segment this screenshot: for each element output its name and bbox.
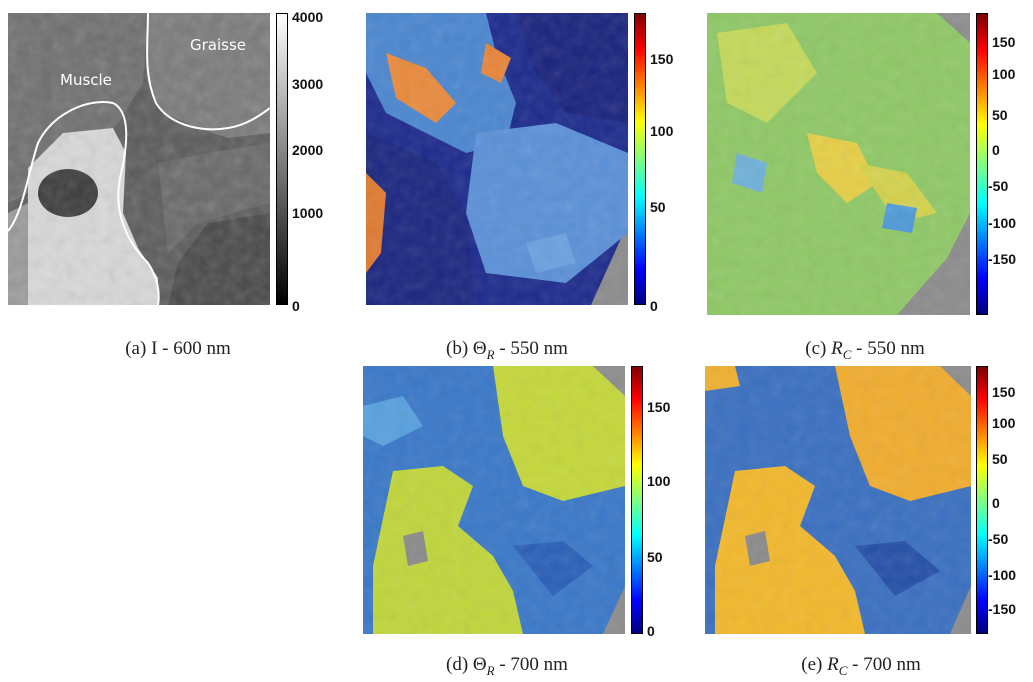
colorbar-e-tick-50: 50 [992, 451, 1008, 467]
colorbar-c-tick-neg50: -50 [988, 178, 1009, 194]
colorbar-c-tick-neg100: -100 [988, 215, 1017, 231]
colorbar-a-tick-3000: 3000 [292, 76, 324, 92]
muscle-label: Muscle [60, 71, 112, 89]
r-c-700-map [705, 366, 971, 634]
colorbar-d-tick-50: 50 [647, 549, 663, 565]
colorbar-d-tick-100: 100 [647, 473, 671, 489]
muscle-boundary [8, 101, 160, 305]
colorbar-c [976, 13, 988, 315]
r-c-550-map [707, 13, 970, 315]
colorbar-e [976, 366, 988, 634]
caption-c: (c) RC - 550 nm [805, 338, 925, 362]
colorbar-b-tick-50: 50 [650, 199, 666, 215]
colorbar-e-tick-0: 0 [992, 495, 1000, 511]
colorbar-c-tick-100: 100 [992, 66, 1016, 82]
colorbar-e-tick-150: 150 [992, 384, 1016, 400]
colorbar-e-tick-neg150: -150 [988, 601, 1017, 617]
colorbar-d-tick-150: 150 [647, 399, 671, 415]
colorbar-a-tick-0: 0 [292, 298, 300, 314]
colorbar-b [634, 13, 646, 305]
colorbar-a-tick-1000: 1000 [292, 205, 324, 221]
theta-r-700-map [363, 366, 625, 634]
colorbar-c-tick-150: 150 [992, 34, 1016, 50]
caption-e: (e) RC - 700 nm [801, 654, 921, 678]
colorbar-a [276, 13, 288, 305]
colorbar-a-tick-2000: 2000 [292, 142, 324, 158]
colorbar-c-tick-neg150: -150 [988, 251, 1017, 267]
colorbar-e-tick-neg50: -50 [988, 531, 1009, 547]
colorbar-d-tick-0: 0 [647, 623, 655, 639]
graisse-label: Graisse [190, 36, 247, 54]
colorbar-e-tick-100: 100 [992, 415, 1016, 431]
colorbar-c-tick-0: 0 [992, 142, 1000, 158]
colorbar-b-tick-0: 0 [650, 298, 658, 314]
colorbar-d [631, 366, 643, 634]
theta-r-550-map [366, 13, 628, 305]
colorbar-e-tick-neg100: -100 [988, 567, 1017, 583]
colorbar-b-tick-100: 100 [650, 123, 674, 139]
caption-a: (a) I - 600 nm [125, 338, 231, 359]
intensity-image: Muscle Graisse [8, 13, 270, 305]
caption-b: (b) ΘR - 550 nm [446, 338, 568, 362]
colorbar-a-tick-4000: 4000 [292, 9, 324, 25]
colorbar-c-tick-50: 50 [992, 107, 1008, 123]
caption-d: (d) ΘR - 700 nm [446, 654, 568, 678]
colorbar-b-tick-150: 150 [650, 51, 674, 67]
graisse-boundary [146, 13, 270, 131]
